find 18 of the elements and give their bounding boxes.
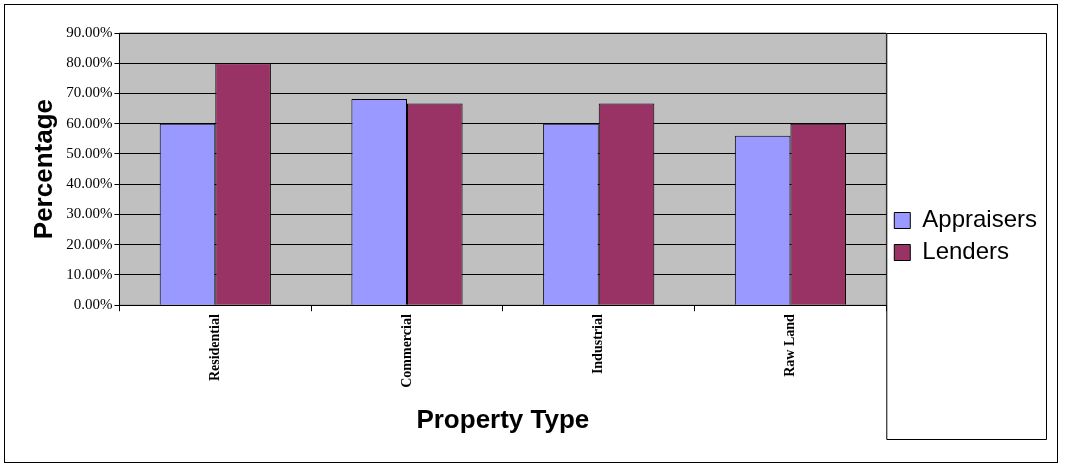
- y-tick-label: 70.00%: [66, 84, 113, 101]
- y-tick-label: 10.00%: [66, 265, 113, 282]
- x-tick-label: Commercial: [398, 314, 414, 388]
- x-tick-label: Raw Land: [782, 313, 798, 377]
- y-tick-label: 50.00%: [66, 144, 113, 161]
- y-tick-label: 40.00%: [66, 175, 113, 192]
- y-tick-label: 20.00%: [66, 235, 113, 252]
- legend-label: Appraisers: [922, 205, 1037, 233]
- legend-label: Lenders: [922, 237, 1010, 265]
- x-tick-label: Residential: [206, 314, 222, 382]
- y-tick-label: 80.00%: [66, 54, 113, 71]
- y-tick-label: 60.00%: [66, 114, 113, 131]
- x-axis-title: Property Type: [416, 403, 590, 434]
- y-tick-label: 90.00%: [66, 23, 113, 40]
- y-axis-title: Percentage: [27, 99, 58, 240]
- x-tick-label: Industrial: [590, 314, 606, 375]
- y-tick-label: 30.00%: [66, 205, 113, 222]
- y-tick-label: 0.00%: [73, 296, 113, 313]
